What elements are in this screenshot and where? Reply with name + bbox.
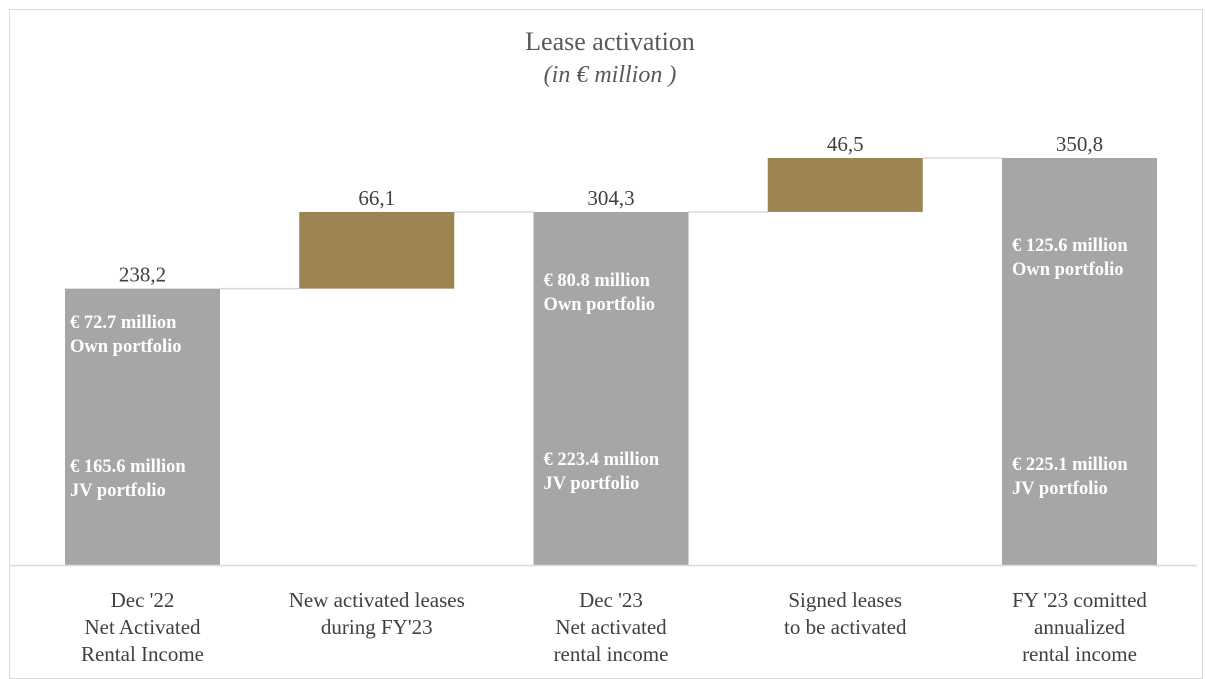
chart-subtitle: (in € million ) xyxy=(544,62,677,88)
annotation-line: € 80.8 million xyxy=(544,271,651,291)
category-label-line: rental income xyxy=(554,642,669,666)
category-label: Signed leases to be activated xyxy=(784,588,907,639)
value-label: 46,5 xyxy=(827,132,864,156)
category-label-line: FY '23 comitted xyxy=(1012,588,1147,612)
category-label-line: Signed leases xyxy=(788,588,902,612)
total-bar xyxy=(1002,158,1157,565)
increase-bar xyxy=(299,211,455,289)
jv-portfolio-annotation: € 223.4 million JV portfolio xyxy=(544,450,660,494)
total-bar xyxy=(65,288,220,565)
category-label: Dec '22 Net Activated Rental Income xyxy=(81,588,204,666)
own-portfolio-annotation: € 80.8 million Own portfolio xyxy=(544,271,656,315)
category-label-line: to be activated xyxy=(784,615,907,639)
jv-portfolio-annotation: € 165.6 million JV portfolio xyxy=(70,457,186,501)
value-label: 66,1 xyxy=(358,186,395,210)
category-label-line: Dec '23 xyxy=(579,588,643,612)
category-label-line: Dec '22 xyxy=(111,588,175,612)
total-bar xyxy=(533,211,689,566)
chart-title: Lease activation xyxy=(525,27,695,56)
category-label-line: Net Activated xyxy=(84,615,201,639)
annotation-line: € 72.7 million xyxy=(70,313,177,333)
increase-bar xyxy=(767,158,923,212)
annotation-line: Own portfolio xyxy=(70,337,182,357)
category-label-line: Rental Income xyxy=(81,642,204,666)
category-label-line: annualized xyxy=(1034,615,1125,639)
annotation-line: JV portfolio xyxy=(1012,479,1108,499)
annotation-line: Own portfolio xyxy=(544,295,656,315)
jv-portfolio-annotation: € 225.1 million JV portfolio xyxy=(1012,455,1128,499)
category-label: Dec '23 Net activated rental income xyxy=(554,588,669,666)
annotation-line: € 225.1 million xyxy=(1012,455,1128,475)
annotation-line: € 165.6 million xyxy=(70,457,186,477)
own-portfolio-annotation: € 72.7 million Own portfolio xyxy=(70,313,182,357)
value-label: 238,2 xyxy=(119,263,166,287)
value-label: 350,8 xyxy=(1056,132,1103,156)
annotation-line: JV portfolio xyxy=(544,474,640,494)
annotation-line: JV portfolio xyxy=(70,481,166,501)
value-label: 304,3 xyxy=(587,186,634,210)
category-label: FY '23 comitted annualized rental income xyxy=(1012,588,1147,666)
annotation-line: Own portfolio xyxy=(1012,260,1124,280)
annotation-line: € 223.4 million xyxy=(544,450,660,470)
category-label-line: during FY'23 xyxy=(321,615,433,639)
category-label: New activated leases during FY'23 xyxy=(289,588,465,639)
category-label-line: New activated leases xyxy=(289,588,465,612)
own-portfolio-annotation: € 125.6 million Own portfolio xyxy=(1012,236,1128,280)
plot-area: 238,2 66,1 304,3 46,5 350,8 Dec '22 Net Activa… xyxy=(10,132,1197,666)
category-label-line: Net activated xyxy=(555,615,667,639)
annotation-line: € 125.6 million xyxy=(1012,236,1128,256)
category-label-line: rental income xyxy=(1022,642,1137,666)
